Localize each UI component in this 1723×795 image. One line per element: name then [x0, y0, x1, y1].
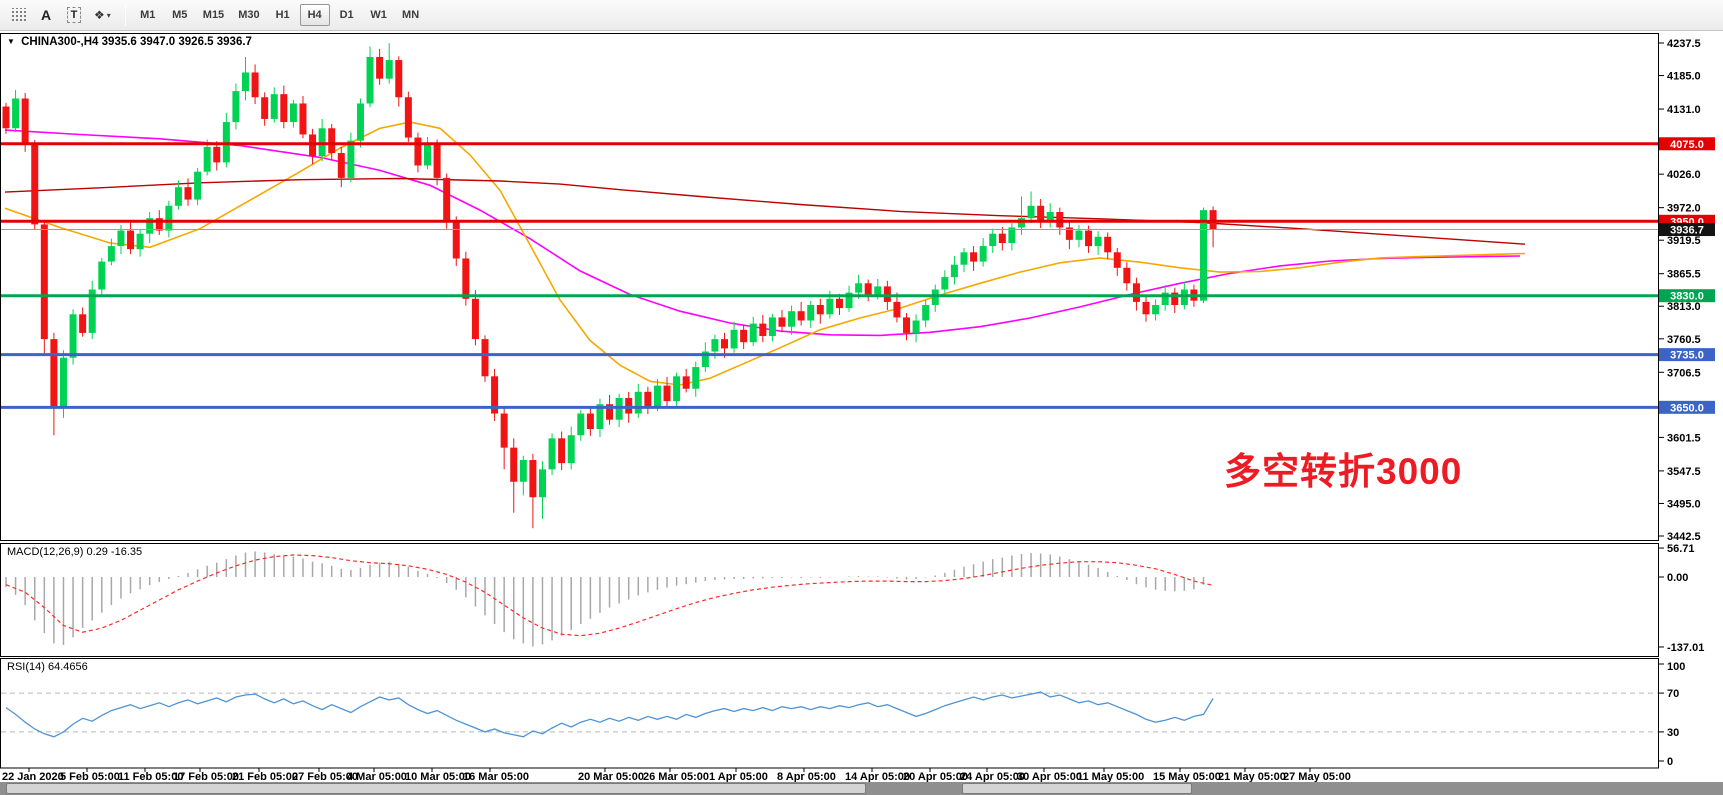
- svg-text:5 Feb 05:00: 5 Feb 05:00: [60, 771, 120, 783]
- svg-text:4075.0: 4075.0: [1670, 139, 1704, 151]
- chart-ohlc: 3935.6 3947.0 3926.5 3936.7: [101, 36, 252, 48]
- svg-text:0.00: 0.00: [1667, 572, 1688, 584]
- svg-text:4185.0: 4185.0: [1667, 71, 1701, 83]
- macd-signal-line: [5, 554, 1214, 637]
- tf-button-H1[interactable]: H1: [268, 4, 298, 26]
- svg-text:22 Jan 2020: 22 Jan 2020: [2, 771, 64, 783]
- ma-orange: [4, 121, 1526, 386]
- svg-text:-137.01: -137.01: [1667, 642, 1704, 654]
- tf-button-M30[interactable]: M30: [232, 4, 265, 26]
- svg-text:8 Apr 05:00: 8 Apr 05:00: [777, 771, 836, 783]
- svg-text:3972.0: 3972.0: [1667, 203, 1701, 215]
- svg-text:21 Feb 05:00: 21 Feb 05:00: [232, 771, 298, 783]
- tf-button-H4[interactable]: H4: [299, 4, 330, 26]
- chart-annotation: 多空转折3000: [1224, 451, 1463, 492]
- svg-text:10 Mar 05:00: 10 Mar 05:00: [405, 771, 471, 783]
- macd-label: MACD(12,26,9) 0.29 -16.35: [7, 546, 143, 558]
- svg-text:27 May 05:00: 27 May 05:00: [1283, 771, 1351, 783]
- chart-title: ▼ CHINA300-,H4 3935.6 3947.0 3926.5 3936…: [7, 36, 252, 48]
- svg-text:3936.7: 3936.7: [1670, 225, 1704, 237]
- svg-text:17 Feb 05:00: 17 Feb 05:00: [173, 771, 239, 783]
- indicators-grid-button[interactable]: [5, 3, 31, 27]
- label-tool-button[interactable]: T: [61, 3, 87, 27]
- svg-text:56.71: 56.71: [1667, 543, 1695, 555]
- bottom-tab[interactable]: [962, 783, 1192, 794]
- price-badge: [1659, 348, 1715, 362]
- svg-text:4237.5: 4237.5: [1667, 38, 1701, 50]
- svg-text:4 Mar 05:00: 4 Mar 05:00: [347, 771, 407, 783]
- svg-text:4131.0: 4131.0: [1667, 104, 1701, 116]
- price-badge: [1659, 400, 1715, 414]
- svg-text:30 Apr 05:00: 30 Apr 05:00: [1017, 771, 1082, 783]
- svg-text:3919.5: 3919.5: [1667, 235, 1701, 247]
- candles-layer: [2, 43, 1217, 529]
- price-badge: [1659, 223, 1715, 237]
- svg-text:14 Apr 05:00: 14 Apr 05:00: [845, 771, 910, 783]
- svg-text:1 Apr 05:00: 1 Apr 05:00: [709, 771, 768, 783]
- svg-text:3706.5: 3706.5: [1667, 367, 1701, 379]
- tf-button-M5[interactable]: M5: [165, 4, 195, 26]
- bottom-tab[interactable]: [6, 783, 866, 794]
- svg-text:3830.0: 3830.0: [1670, 291, 1704, 303]
- shapes-icon: ❖: [94, 8, 105, 22]
- timeframe-group: M1 M5 M15 M30 H1 H4 D1 W1 MN: [132, 4, 427, 26]
- toolbar: A T ❖ ▾ M1 M5 M15 M30 H1 H4 D1 W1 MN: [0, 0, 1723, 31]
- price-axis: 4237.5 4185.0 4131.0 4026.0 3972.0 3919.5 3865…: [1658, 38, 1715, 543]
- collapse-triangle-icon: ▼: [7, 37, 15, 46]
- rsi-line: [5, 691, 1214, 738]
- main-price-panel: [1, 43, 1658, 529]
- price-badge: [1659, 137, 1715, 151]
- ma-magenta: [4, 129, 1521, 337]
- svg-text:3547.5: 3547.5: [1667, 466, 1701, 478]
- svg-text:3760.5: 3760.5: [1667, 334, 1701, 346]
- svg-text:100: 100: [1667, 661, 1685, 673]
- svg-text:30: 30: [1667, 727, 1679, 739]
- tf-button-D1[interactable]: D1: [332, 4, 362, 26]
- tf-button-M15[interactable]: M15: [197, 4, 230, 26]
- macd-panel: 56.71 0.00 -137.01: [5, 543, 1704, 654]
- tf-button-W1[interactable]: W1: [364, 4, 394, 26]
- svg-text:70: 70: [1667, 688, 1679, 700]
- text-tool-icon: A: [40, 7, 52, 23]
- svg-text:3865.5: 3865.5: [1667, 269, 1701, 281]
- svg-text:3442.5: 3442.5: [1667, 531, 1701, 543]
- svg-text:3601.5: 3601.5: [1667, 432, 1701, 444]
- svg-text:4026.0: 4026.0: [1667, 169, 1701, 181]
- rsi-label: RSI(14) 64.4656: [7, 661, 88, 673]
- chart-symbol: CHINA300-,H4: [21, 36, 99, 48]
- label-tool-icon: T: [66, 7, 82, 23]
- svg-text:20 Apr 05:00: 20 Apr 05:00: [903, 771, 968, 783]
- chevron-down-icon: ▾: [106, 10, 111, 20]
- svg-text:3813.0: 3813.0: [1667, 301, 1701, 313]
- svg-text:26 Mar 05:00: 26 Mar 05:00: [643, 771, 709, 783]
- svg-text:3495.0: 3495.0: [1667, 498, 1701, 510]
- svg-text:11 Feb 05:00: 11 Feb 05:00: [118, 771, 183, 783]
- text-tool-button[interactable]: A: [33, 3, 59, 27]
- svg-text:24 Apr 05:00: 24 Apr 05:00: [960, 771, 1025, 783]
- svg-text:27 Feb 05:00: 27 Feb 05:00: [292, 771, 358, 783]
- svg-text:21 May 05:00: 21 May 05:00: [1218, 771, 1286, 783]
- shapes-tool-button[interactable]: ❖ ▾: [89, 3, 116, 27]
- price-badge: [1659, 289, 1715, 303]
- svg-text:15 May 05:00: 15 May 05:00: [1153, 771, 1221, 783]
- svg-text:11 May 05:00: 11 May 05:00: [1077, 771, 1144, 783]
- svg-text:20 Mar 05:00: 20 Mar 05:00: [578, 771, 644, 783]
- svg-text:16 Mar 05:00: 16 Mar 05:00: [463, 771, 529, 783]
- bottom-bar: [0, 782, 1723, 795]
- rsi-panel: 100 70 30 0: [1, 661, 1685, 768]
- toolbar-separator: [124, 4, 126, 26]
- svg-text:3650.0: 3650.0: [1670, 402, 1704, 414]
- svg-text:3735.0: 3735.0: [1670, 350, 1704, 362]
- grid-icon: [10, 8, 26, 22]
- tf-button-M1[interactable]: M1: [133, 4, 163, 26]
- svg-text:0: 0: [1667, 756, 1673, 768]
- tf-button-MN[interactable]: MN: [396, 4, 426, 26]
- chart-canvas[interactable]: 4237.5 4185.0 4131.0 4026.0 3972.0 3919.5 3865…: [0, 31, 1723, 795]
